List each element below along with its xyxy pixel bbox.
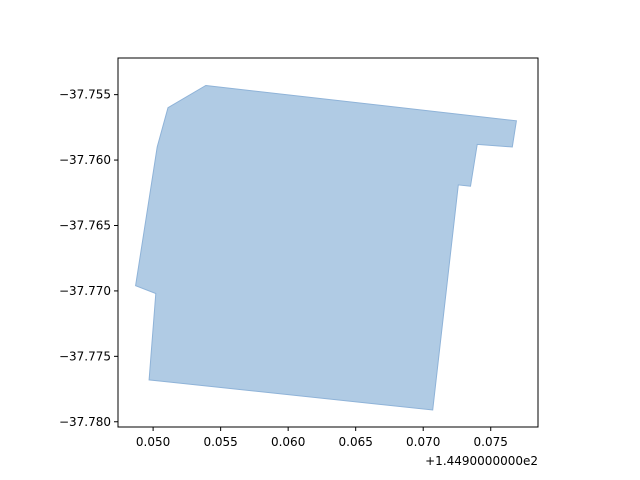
- y-tick-label: −37.755: [59, 88, 111, 102]
- plot-area: [135, 84, 517, 411]
- y-axis-ticks: −37.755 −37.760 −37.765 −37.770 −37.775 −37.7…: [59, 88, 118, 429]
- y-tick-label: −37.780: [59, 415, 111, 429]
- x-tick-label: 0.070: [406, 435, 440, 449]
- x-tick-label: 0.050: [136, 435, 170, 449]
- x-axis-offset-label: +1.4490000000e2: [425, 454, 538, 468]
- x-axis-ticks: 0.050 0.055 0.060 0.065 0.070 0.075: [136, 427, 508, 449]
- y-tick-label: −37.760: [59, 153, 111, 167]
- x-tick-label: 0.055: [203, 435, 237, 449]
- x-tick-label: 0.065: [339, 435, 373, 449]
- x-tick-label: 0.060: [271, 435, 305, 449]
- y-tick-label: −37.765: [59, 218, 111, 232]
- x-tick-label: 0.075: [474, 435, 508, 449]
- y-tick-label: −37.770: [59, 284, 111, 298]
- y-tick-label: −37.775: [59, 349, 111, 363]
- axes-frame: [117, 57, 539, 428]
- area-polygon: [135, 84, 517, 411]
